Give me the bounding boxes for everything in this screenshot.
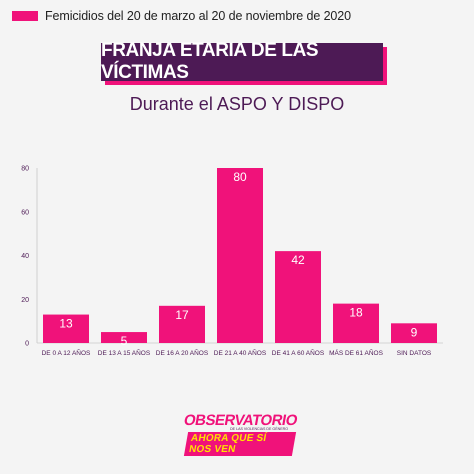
x-tick-label: DE 13 A 15 AÑOS (98, 348, 151, 357)
chart-title: FRANJA ETARIA DE LAS VÍCTIMAS (101, 40, 383, 83)
bar (391, 323, 437, 343)
bar-value-label: 17 (175, 308, 189, 322)
y-tick-label: 0 (25, 341, 29, 348)
y-tick-label: 60 (21, 209, 29, 216)
legend: Femicidios del 20 de marzo al 20 de novi… (12, 9, 351, 23)
x-tick-label: SIN DATOS (397, 350, 432, 357)
bar (217, 168, 263, 343)
bar-value-label: 80 (233, 170, 247, 184)
bar (159, 305, 205, 343)
bar (275, 251, 321, 343)
bar-value-label: 5 (121, 334, 128, 348)
title-banner: FRANJA ETARIA DE LAS VÍCTIMAS (101, 40, 387, 85)
bar-value-label: 18 (349, 306, 363, 320)
legend-swatch (12, 11, 38, 21)
observatorio-logo: OBSERVATORIO DE LAS VIOLENCIAS DE GÉNERO… (182, 412, 299, 457)
x-tick-label: MÁS DE 61 AÑOS (329, 348, 383, 357)
legend-label: Femicidios del 20 de marzo al 20 de novi… (45, 9, 351, 23)
y-tick-label: 80 (21, 166, 29, 173)
x-tick-label: DE 0 A 12 AÑOS (42, 348, 91, 357)
chart-subtitle: Durante el ASPO Y DISPO (129, 94, 345, 114)
bar (333, 303, 379, 343)
y-tick-label: 20 (21, 297, 29, 304)
logo-subtitle: DE LAS VIOLENCIAS DE GÉNERO (230, 427, 288, 431)
bar (43, 314, 89, 343)
bar (101, 332, 147, 343)
x-tick-label: DE 21 A 40 AÑOS (214, 348, 267, 357)
bar-value-label: 13 (59, 317, 73, 331)
x-tick-label: DE 16 A 20 AÑOS (156, 348, 209, 357)
logo-title: OBSERVATORIO (182, 412, 299, 429)
y-tick-label: 40 (21, 253, 29, 260)
logo-slogan: AHORA QUE SÍ NOS VEN (183, 432, 297, 456)
bar-value-label: 42 (291, 253, 305, 267)
x-tick-label: DE 41 A 60 AÑOS (272, 348, 325, 357)
bar-value-label: 9 (411, 325, 418, 339)
